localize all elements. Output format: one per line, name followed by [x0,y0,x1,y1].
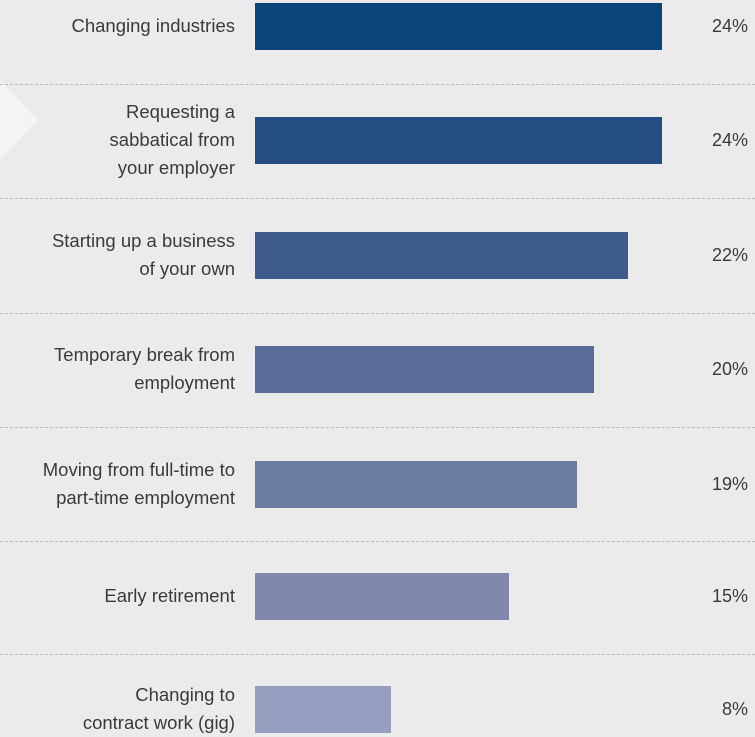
category-label-line: Moving from full-time to [42,459,235,480]
bar [255,231,629,279]
category-label-line: Early retirement [104,585,235,606]
category-label-line: Starting up a business [51,230,235,251]
category-label: Early retirement [0,582,235,610]
category-label-line: Requesting a [125,101,235,122]
row-divider [0,84,755,85]
category-label-line: your employer [117,157,235,178]
bar [255,2,662,50]
category-label: Requesting a sabbatical from your employer [0,98,235,182]
category-label: Changing to contract work (gig) [0,681,235,737]
category-label-line: contract work (gig) [82,712,235,733]
category-label-line: part-time employment [56,487,235,508]
category-label: Starting up a business of your own [0,227,235,283]
category-label-line: Temporary break from [54,344,235,365]
category-label-line: sabbatical from [109,129,235,150]
row-divider [0,654,755,655]
row-divider [0,427,755,428]
bar [255,116,662,164]
row-divider [0,198,755,199]
category-label: Changing industries [0,12,235,40]
side-arrow-icon [0,80,38,160]
category-label: Temporary break from employment [0,341,235,397]
bar [255,572,510,620]
value-label: 24% [711,16,748,36]
bar [255,345,595,393]
row-divider [0,541,755,542]
value-label: 24% [711,130,748,150]
value-label: 8% [721,699,748,719]
value-label: 22% [711,245,748,265]
row-divider [0,313,755,314]
category-label-line: employment [134,372,235,393]
bar [255,460,578,508]
value-label: 20% [711,359,748,379]
category-label: Moving from full-time to part-time employ… [0,456,235,512]
value-label: 15% [711,586,748,606]
bar [255,685,391,733]
category-label-line: Changing to [135,684,235,705]
value-label: 19% [711,474,748,494]
category-label-line: of your own [139,258,235,279]
category-label-line: Changing industries [71,15,235,36]
